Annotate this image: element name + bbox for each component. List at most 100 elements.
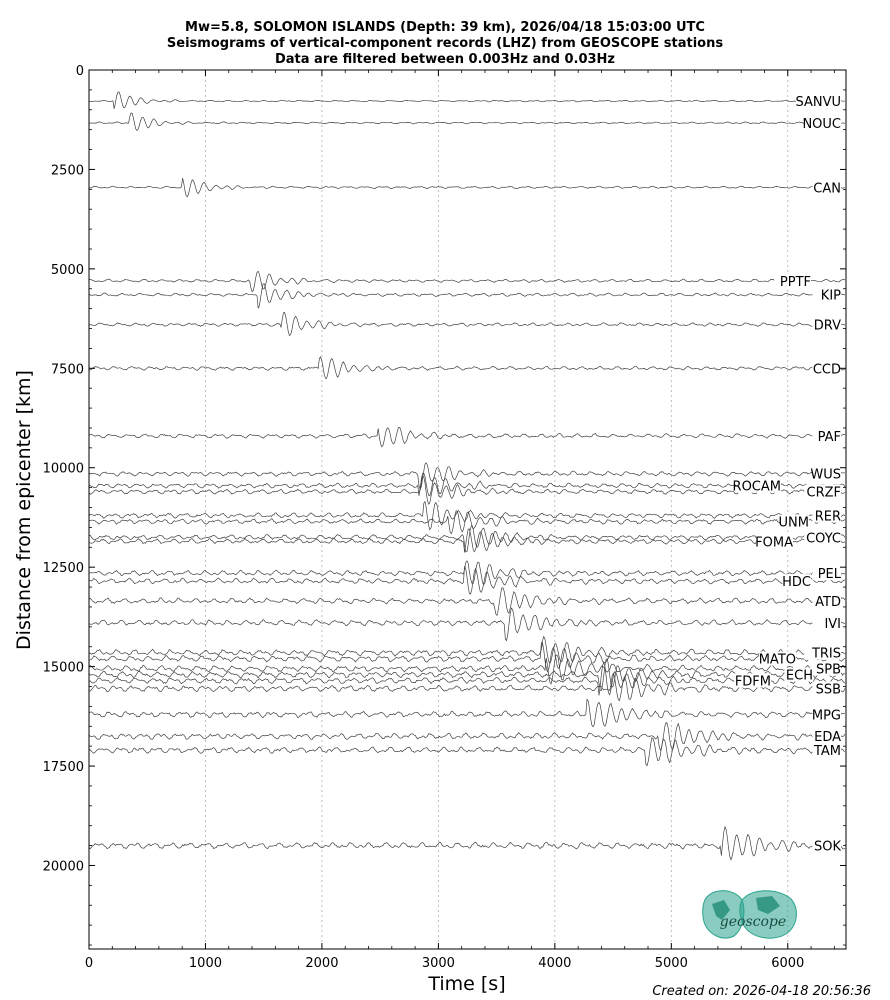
station-label-rer: RER: [815, 509, 841, 524]
label-bg-sok: [812, 838, 841, 853]
chart-title-line-3: Data are filtered between 0.003Hz and 0.…: [275, 52, 615, 67]
trace-spb: [88, 654, 846, 685]
trace-ivi: [88, 607, 846, 642]
y-tick-label: 5000: [51, 263, 84, 278]
trace-sok: [88, 825, 846, 861]
trace-ccd: [88, 356, 846, 379]
station-label-mpg: MPG: [812, 708, 841, 723]
x-tick-label: 6000: [771, 956, 804, 971]
trace-mpg: [88, 698, 846, 728]
x-tick-label: 0: [85, 956, 93, 971]
label-bg-ivi: [812, 615, 841, 630]
trace-drv: [88, 311, 846, 337]
trace-rocam: [88, 472, 846, 497]
trace-mato: [88, 641, 846, 673]
station-label-ivi: IVI: [824, 617, 841, 632]
label-bg-nouc: [804, 115, 841, 130]
plot-frame: [88, 69, 847, 950]
seismogram-traces: [88, 91, 846, 861]
x-tick-label: 4000: [538, 956, 571, 971]
trace-tris: [88, 635, 846, 665]
geoscope-logo: geoscope: [702, 890, 797, 939]
station-label-pel: PEL: [818, 567, 842, 582]
grid-lines: [205, 70, 789, 949]
label-bg-atd: [812, 593, 841, 608]
x-tick-label: 2000: [305, 956, 338, 971]
station-label-eda: EDA: [814, 730, 841, 745]
label-bg-foma: [756, 534, 793, 549]
label-bg-kip: [812, 287, 841, 302]
trace-hdc: [88, 565, 846, 595]
trace-crzf: [88, 475, 846, 505]
trace-fdfm: [88, 661, 846, 696]
label-bg-rer: [812, 508, 841, 523]
chart-title-line-2: Seismograms of vertical-component record…: [167, 36, 723, 51]
trace-nouc: [88, 112, 846, 132]
label-bg-can: [812, 180, 841, 195]
x-tick-label: 1000: [189, 956, 222, 971]
axes-ticks: 0 1000 2000 3000 4000 5000 6000 0 2500 5000 7500 10…: [43, 64, 846, 971]
station-label-tam: TAM: [813, 744, 841, 759]
station-label-wus: WUS: [810, 468, 841, 483]
trace-coyc: [88, 524, 846, 553]
x-tick-label: 5000: [655, 956, 688, 971]
label-bg-tam: [812, 743, 841, 758]
y-tick-label: 20000: [43, 859, 84, 874]
station-label-sok: SOK: [814, 840, 841, 855]
trace-paf: [88, 426, 846, 448]
y-tick-label: 12500: [43, 561, 84, 576]
label-bg-crzf: [804, 484, 841, 499]
label-bg-ssb: [812, 681, 841, 696]
trace-kip: [88, 283, 846, 309]
label-bg-pptf: [774, 273, 811, 288]
y-axis-label: Distance from epicenter [km]: [13, 370, 35, 650]
station-label-paf: PAF: [818, 430, 841, 445]
label-bg-tris: [804, 645, 841, 660]
station-label-atd: ATD: [815, 595, 841, 610]
trace-foma: [88, 528, 846, 553]
x-axis-label: Time [s]: [427, 973, 505, 995]
station-label-ech: ECH: [786, 669, 813, 684]
station-label-rocam: ROCAM: [733, 480, 781, 495]
station-label-foma: FOMA: [755, 535, 793, 550]
trace-can: [88, 178, 846, 198]
trace-unm: [88, 510, 846, 535]
station-label-coyc: COYC: [806, 531, 841, 546]
trace-rer: [88, 500, 846, 531]
label-bg-ccd: [812, 361, 841, 376]
trace-tam: [88, 737, 846, 767]
station-label-ssb: SSB: [816, 682, 841, 697]
station-label-sanvu: SANVU: [795, 95, 841, 110]
trace-ech: [88, 658, 846, 691]
label-bg-unm: [780, 514, 809, 529]
label-bg-coyc: [804, 530, 841, 545]
label-bg-pel: [812, 566, 841, 581]
y-tick-label: 15000: [43, 661, 84, 676]
y-tick-label: 2500: [51, 163, 84, 178]
label-bg-hdc: [782, 574, 811, 589]
y-tick-label: 0: [76, 64, 84, 79]
station-label-fdfm: FDFM: [735, 675, 771, 690]
trace-pptf: [88, 270, 846, 293]
station-label-hdc: HDC: [782, 575, 811, 590]
x-tick-label: 3000: [422, 956, 455, 971]
label-bg-mato: [759, 651, 796, 666]
chart-title-line-1: Mw=5.8, SOLOMON ISLANDS (Depth: 39 km), …: [185, 20, 705, 35]
y-tick-label: 10000: [43, 462, 84, 477]
station-label-unm: UNM: [779, 515, 809, 530]
logo-continents: [712, 896, 780, 920]
trace-atd: [88, 587, 846, 617]
station-label-nouc: NOUC: [802, 117, 841, 132]
label-bg-fdfm: [734, 673, 771, 688]
label-bg-ech: [784, 667, 813, 682]
created-timestamp: Created on: 2026-04-18 20:56:36: [652, 984, 871, 999]
station-label-can: CAN: [813, 181, 841, 196]
trace-pel: [88, 560, 846, 586]
trace-eda: [88, 721, 846, 751]
label-bg-rocam: [736, 478, 781, 493]
trace-ssb: [88, 672, 846, 702]
trace-sanvu: [88, 91, 846, 109]
y-tick-label: 7500: [51, 362, 84, 377]
y-tick-label: 17500: [43, 760, 84, 775]
